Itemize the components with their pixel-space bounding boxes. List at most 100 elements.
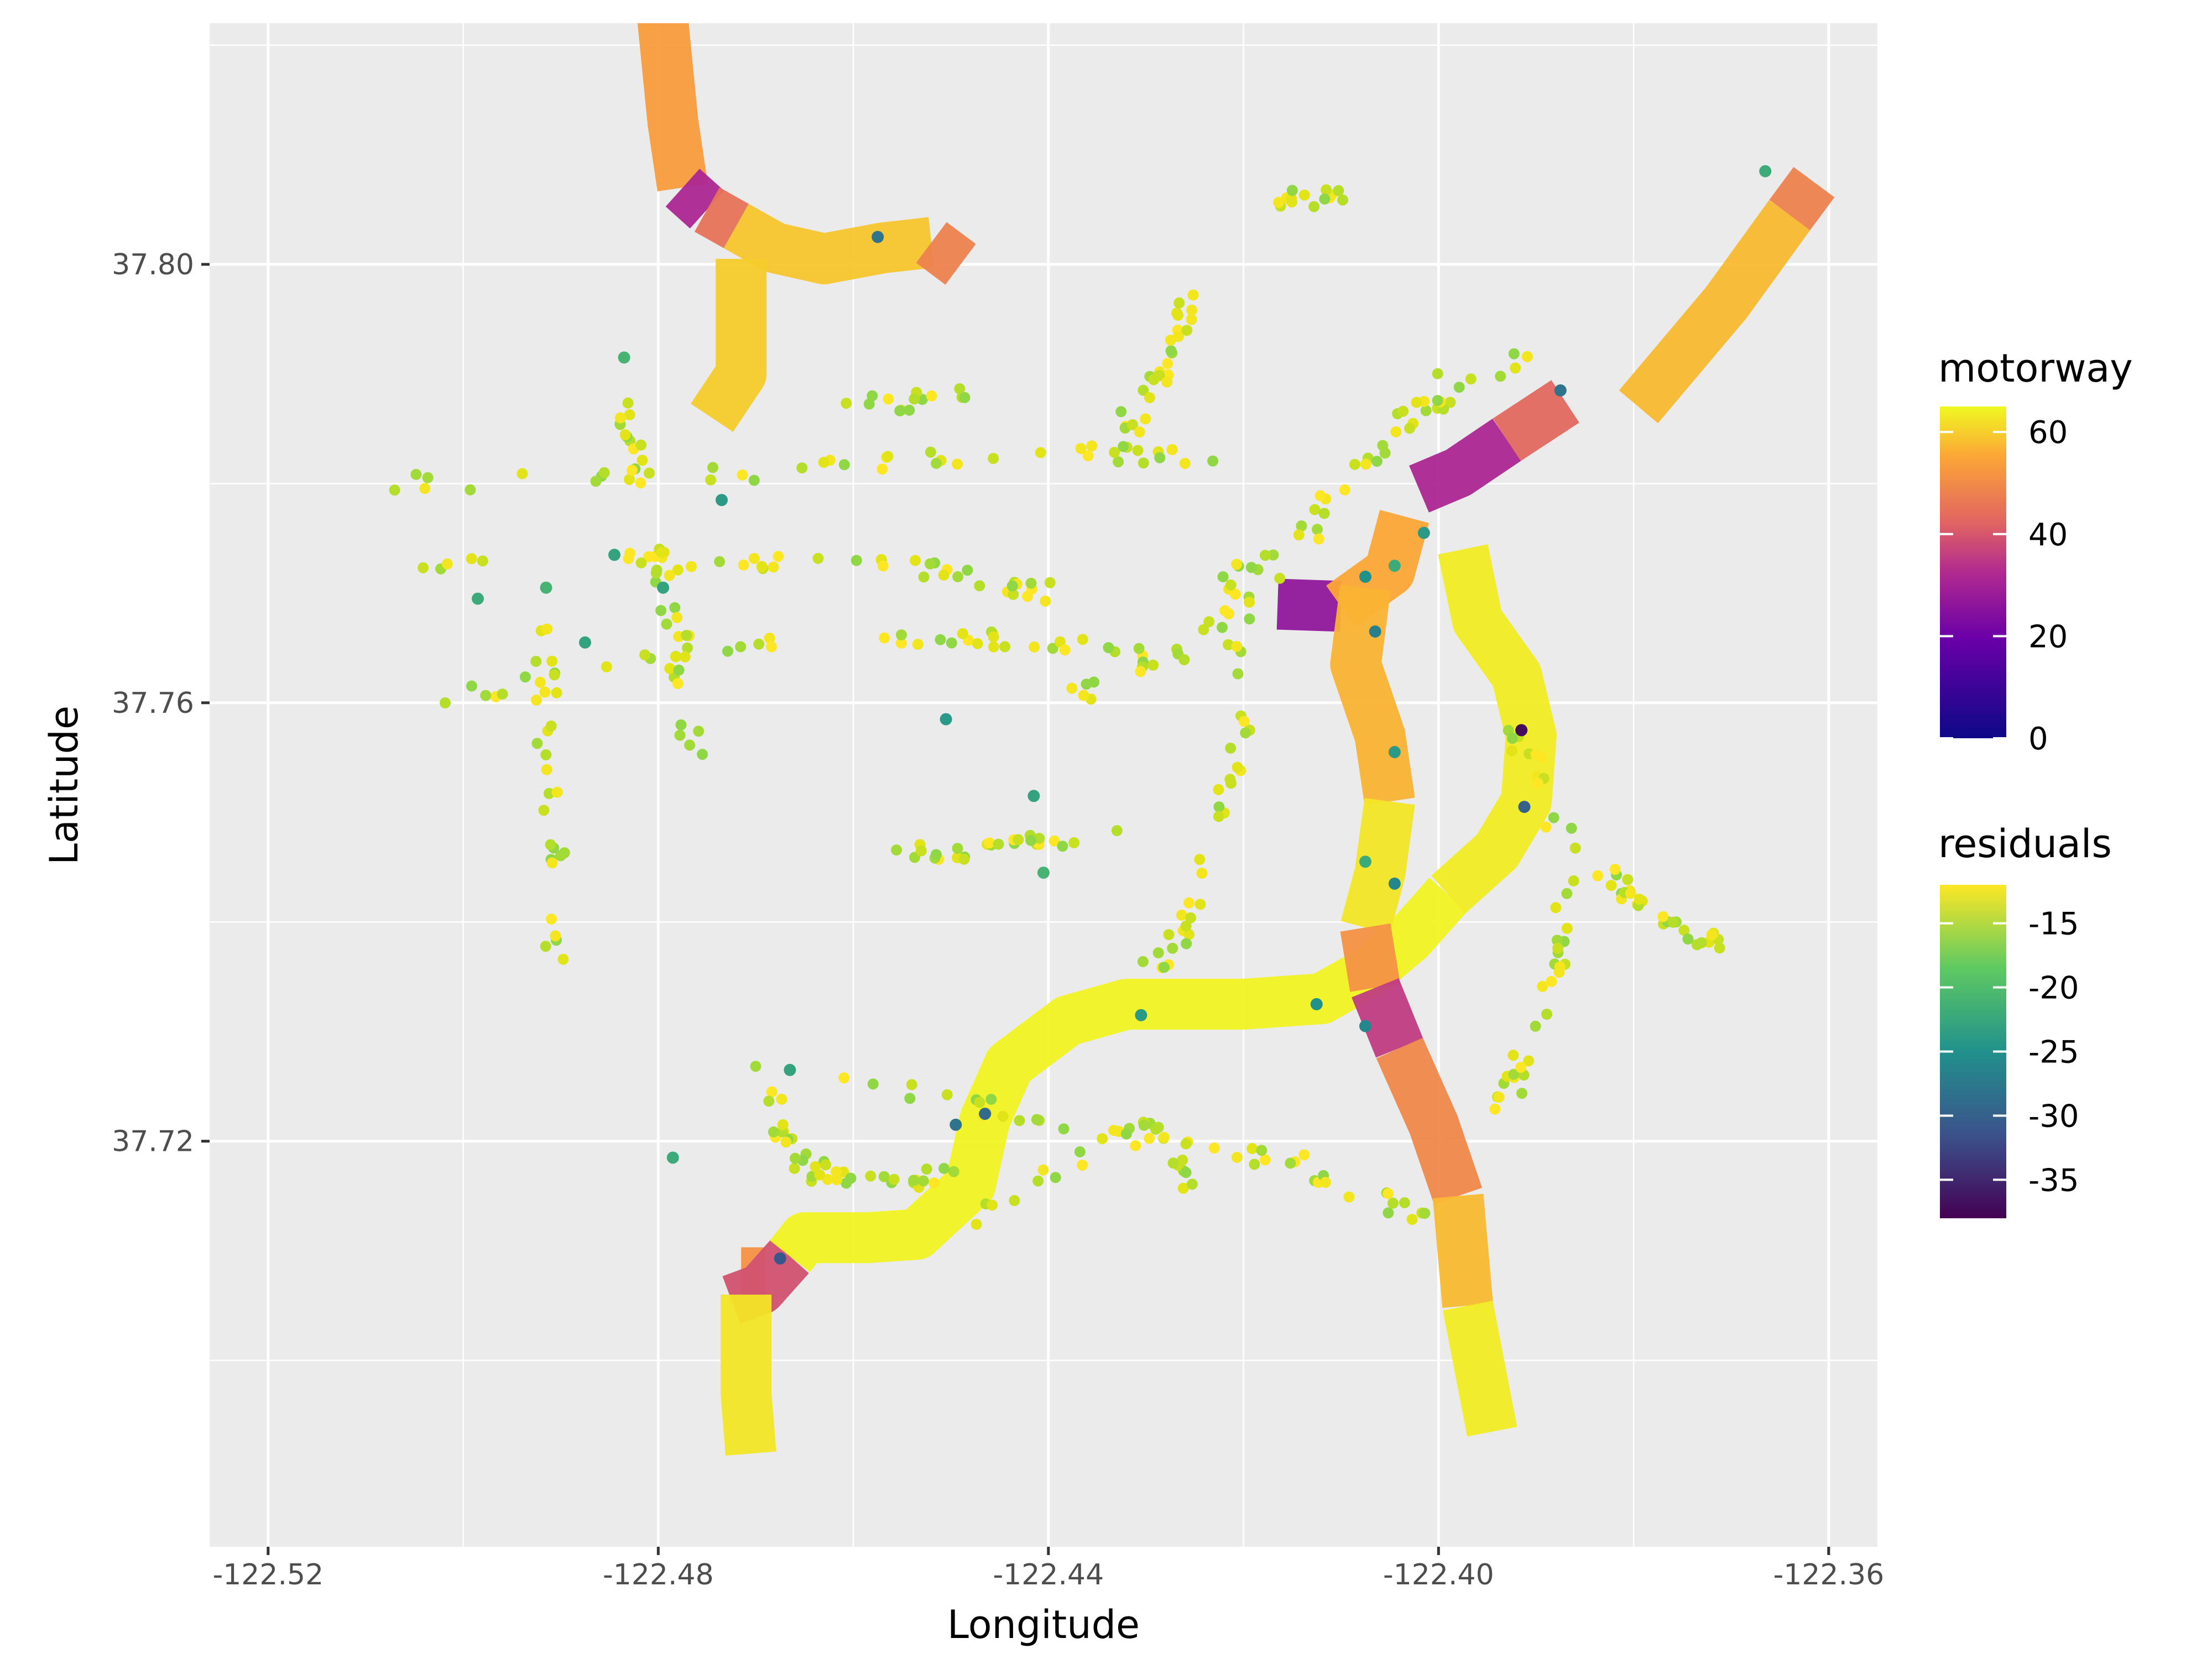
legend-tick-label: -15 — [2028, 906, 2079, 942]
residual-point — [1074, 1146, 1086, 1157]
residual-point — [1165, 335, 1176, 346]
residual-point — [766, 641, 777, 653]
legend-tick-label: -35 — [2028, 1162, 2079, 1198]
x-tick-label: -122.52 — [212, 1558, 324, 1592]
residual-point — [997, 1110, 1009, 1122]
residual-point — [1249, 1159, 1260, 1170]
residual-point — [1223, 639, 1234, 650]
residual-point — [637, 455, 648, 466]
residual-point — [1081, 679, 1092, 690]
residual-point — [865, 1170, 877, 1182]
residual-point — [672, 678, 684, 690]
residual-point — [1232, 668, 1244, 680]
legend-tick-label: 60 — [2028, 415, 2068, 451]
residual-point — [1138, 1119, 1150, 1131]
residual-point — [541, 623, 553, 635]
legend-motorway-title: motorway — [1938, 346, 2133, 391]
residual-point — [1177, 1182, 1189, 1194]
residual-point — [1140, 413, 1151, 425]
gridlines — [210, 23, 1877, 1547]
residual-point — [679, 651, 691, 662]
residual-point — [904, 1093, 916, 1104]
residual-point — [1406, 1214, 1418, 1225]
residual-point — [693, 726, 705, 737]
residual-point — [1225, 778, 1237, 789]
residual-point — [1387, 1197, 1399, 1209]
motorway-segment — [723, 204, 935, 285]
residual-point — [1537, 980, 1548, 992]
residual-point — [925, 446, 936, 458]
residual-point — [748, 552, 760, 564]
residual-point — [1625, 888, 1636, 899]
residual-point — [1115, 406, 1127, 418]
residual-point — [1031, 1114, 1042, 1125]
residual-point — [635, 439, 647, 451]
residual-point — [624, 474, 635, 485]
residual-point — [1179, 458, 1191, 469]
residual-point — [756, 561, 768, 572]
residual-point — [957, 628, 968, 639]
residual-point — [1267, 549, 1279, 561]
legend-motorway: motorway 0 20 40 60 — [1938, 346, 2133, 757]
residual-point — [1225, 742, 1237, 754]
residual-point — [1506, 745, 1518, 757]
residual-point — [910, 555, 921, 566]
residual-point — [1312, 524, 1323, 535]
residual-point — [1173, 297, 1185, 309]
residual-point — [1203, 616, 1215, 628]
residual-point — [465, 484, 476, 495]
x-tick-label: -122.44 — [993, 1558, 1104, 1592]
residual-point — [891, 844, 902, 856]
residual-point — [1025, 577, 1037, 589]
residual-point — [940, 713, 952, 726]
residual-point — [748, 474, 760, 486]
residual-point — [1523, 1055, 1535, 1067]
residual-point — [722, 645, 733, 657]
residual-point — [551, 687, 562, 698]
residual-point — [1359, 1020, 1371, 1032]
residual-point — [541, 764, 552, 775]
residual-point — [1388, 877, 1401, 890]
residual-point — [912, 639, 924, 650]
residual-point — [988, 453, 999, 464]
residual-point — [1515, 1062, 1527, 1073]
residual-point — [938, 1162, 950, 1174]
residual-point — [1417, 526, 1430, 539]
residual-point — [1432, 368, 1443, 379]
residual-point — [1109, 447, 1120, 458]
residual-point — [895, 637, 907, 649]
residual-point — [946, 637, 957, 649]
residual-point — [1379, 447, 1391, 459]
residual-point — [1432, 395, 1443, 406]
residual-point — [1343, 1191, 1355, 1203]
residual-point — [812, 552, 824, 564]
legend-motorway-ticks: 0 20 40 60 — [1940, 415, 2068, 757]
residual-point — [888, 1173, 900, 1185]
residual-point — [635, 477, 646, 489]
residual-point — [1181, 938, 1192, 950]
residual-point — [1507, 1050, 1519, 1061]
residual-point — [883, 393, 894, 405]
residual-point — [1176, 909, 1187, 921]
residual-point — [1208, 1142, 1220, 1154]
residual-point — [1695, 937, 1707, 948]
residual-point — [1048, 835, 1060, 847]
residual-point — [925, 558, 936, 570]
residual-point — [1388, 560, 1401, 572]
residual-point — [1508, 348, 1520, 359]
residual-point — [993, 838, 1004, 850]
residual-point — [707, 462, 718, 473]
residual-point — [1622, 874, 1634, 885]
residual-point — [763, 1095, 775, 1107]
residual-point — [1244, 597, 1255, 608]
residual-point — [1554, 961, 1566, 973]
motorway-segment — [1330, 584, 1415, 805]
residual-point — [1032, 1175, 1044, 1187]
residual-point — [1159, 962, 1170, 973]
residual-point — [705, 474, 717, 486]
residual-point — [999, 641, 1011, 653]
y-axis-ticks: 37.72 37.76 37.80 — [112, 248, 210, 1159]
residual-point — [1546, 975, 1557, 987]
residual-point — [1167, 942, 1178, 954]
residual-point — [1552, 942, 1564, 954]
